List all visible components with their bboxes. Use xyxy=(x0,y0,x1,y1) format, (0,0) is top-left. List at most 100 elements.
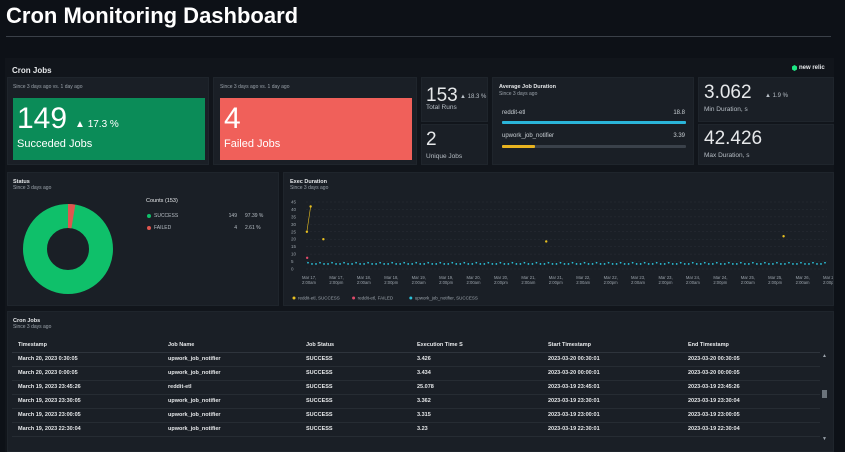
table-scrollbar[interactable] xyxy=(821,353,828,443)
succeeded-panel[interactable]: Since 3 days ago vs. 1 day ago 149 ▲ 17.… xyxy=(7,77,209,165)
data-point-upwork xyxy=(731,263,734,265)
status-legend-row[interactable]: FAILED 4 2.61 % xyxy=(147,225,272,231)
x-tick-label: Mar 23, xyxy=(658,275,672,280)
table-row[interactable]: March 19, 2023 23:00:05 upwork_job_notifi… xyxy=(12,408,820,423)
table-row[interactable]: March 19, 2023 23:45:26 reddit-etl SUCCESS… xyxy=(12,380,820,395)
data-point-upwork xyxy=(788,261,790,264)
data-point-upwork xyxy=(379,261,382,264)
data-point-upwork xyxy=(543,263,546,265)
failed-panel[interactable]: Since 3 days ago vs. 1 day ago 4 Failed … xyxy=(213,77,417,165)
failed-tile: 4 Failed Jobs xyxy=(220,98,412,160)
data-point-upwork xyxy=(443,263,446,265)
avg-duration-bar-track xyxy=(502,145,686,148)
data-point-upwork xyxy=(755,263,758,265)
status-pct: 97.39 % xyxy=(245,213,264,219)
data-point-upwork xyxy=(447,263,450,265)
data-point-upwork xyxy=(327,263,329,265)
data-point-upwork xyxy=(659,263,662,265)
data-point-upwork xyxy=(759,263,762,265)
cell-timestamp: March 19, 2023 23:30:05 xyxy=(12,394,162,409)
column-header-execution-time[interactable]: Execution Time S xyxy=(411,338,542,353)
y-tick-label: 45 xyxy=(291,200,297,205)
data-point-upwork xyxy=(435,263,438,265)
avg-duration-item-value: 18.8 xyxy=(673,110,685,116)
y-tick-label: 30 xyxy=(291,222,297,227)
data-point-upwork xyxy=(531,263,534,265)
x-tick-label: 2:00am xyxy=(741,280,755,285)
avg-duration-panel[interactable]: Average Job Duration Since 3 days ago re… xyxy=(492,77,694,165)
y-tick-label: 40 xyxy=(291,207,297,212)
avg-duration-item-value: 3.39 xyxy=(673,133,685,139)
x-tick-label: Mar 18, xyxy=(357,275,371,280)
cell-start-timestamp: 2023-03-19 23:30:01 xyxy=(542,394,682,409)
x-tick-label: Mar 24, xyxy=(713,275,727,280)
legend-dot-icon xyxy=(292,296,296,300)
table-row[interactable]: March 19, 2023 23:30:05 upwork_job_notifi… xyxy=(12,394,820,409)
table-row[interactable]: March 20, 2023 0:00:05 upwork_job_notifie… xyxy=(12,366,820,381)
table-row[interactable]: March 19, 2023 22:30:04 upwork_job_notifi… xyxy=(12,422,820,437)
data-point-upwork xyxy=(591,263,594,265)
data-point-upwork xyxy=(771,263,774,265)
data-point-upwork xyxy=(687,263,690,265)
data-point-upwork xyxy=(399,263,402,265)
scrollbar-thumb[interactable] xyxy=(822,390,827,398)
data-point-upwork xyxy=(707,263,710,265)
y-tick-label: 35 xyxy=(291,214,297,219)
data-point-upwork xyxy=(796,263,798,265)
cell-job-name: upwork_job_notifier xyxy=(162,422,300,437)
data-point-upwork xyxy=(671,263,674,265)
avg-duration-bar xyxy=(502,121,686,124)
title-divider xyxy=(6,36,831,37)
unique-jobs-panel[interactable]: 2 Unique Jobs xyxy=(421,124,488,165)
max-duration-panel[interactable]: 42.426 Max Duration, s xyxy=(698,124,834,165)
donut-slice-failed[interactable] xyxy=(23,204,113,294)
x-tick-label: Mar 20, xyxy=(467,275,481,280)
cell-end-timestamp: 2023-03-19 23:00:05 xyxy=(682,408,820,423)
column-header-timestamp[interactable]: Timestamp xyxy=(12,338,162,353)
cell-start-timestamp: 2023-03-20 00:00:01 xyxy=(542,366,682,381)
data-point-upwork xyxy=(323,263,325,265)
total-runs-panel[interactable]: 153 ▲ 18.3 % Total Runs xyxy=(421,77,488,122)
data-point-upwork xyxy=(467,263,470,265)
data-point-upwork xyxy=(719,263,722,265)
y-tick-label: 20 xyxy=(291,237,297,242)
exec-duration-panel[interactable]: Exec Duration Since 3 days ago 45 40 35 30 2… xyxy=(283,172,834,306)
data-point-upwork xyxy=(767,263,770,265)
cell-timestamp: March 19, 2023 22:30:04 xyxy=(12,422,162,437)
legend-dot-icon xyxy=(352,296,356,300)
data-point-upwork xyxy=(403,261,406,264)
data-point-upwork xyxy=(627,263,630,265)
cell-job-status: SUCCESS xyxy=(300,408,411,423)
data-point-upwork xyxy=(820,263,822,265)
column-header-job-status[interactable]: Job Status xyxy=(300,338,411,353)
data-point-upwork xyxy=(419,263,422,265)
data-point-reddit-success xyxy=(782,235,785,238)
donut-slice-success[interactable] xyxy=(23,204,113,294)
min-duration-panel[interactable]: 3.062 ▲ 1.9 % Min Duration, s xyxy=(698,77,834,122)
y-tick-label: 0 xyxy=(291,267,294,272)
data-point-upwork xyxy=(455,263,458,265)
data-point-reddit-success xyxy=(305,230,309,233)
data-point-upwork xyxy=(691,261,694,264)
scroll-down-icon[interactable]: ▼ xyxy=(822,436,827,442)
brand-label: new relic xyxy=(799,65,825,71)
x-tick-label: Mar 18, xyxy=(384,275,398,280)
status-panel[interactable]: Status Since 3 days ago Counts (153) SUC… xyxy=(7,172,279,306)
table-row[interactable]: March 20, 2023 0:30:05 upwork_job_notifie… xyxy=(12,352,820,367)
column-header-end-timestamp[interactable]: End Timestamp xyxy=(682,338,820,353)
data-point-upwork xyxy=(371,263,374,265)
x-tick-label: 2:00pm xyxy=(439,280,453,285)
data-point-upwork xyxy=(812,261,814,264)
scroll-up-icon[interactable]: ▲ xyxy=(822,353,827,359)
column-header-start-timestamp[interactable]: Start Timestamp xyxy=(542,338,682,353)
data-point-upwork xyxy=(343,261,345,264)
data-point-reddit-success xyxy=(322,238,325,241)
column-header-job-name[interactable]: Job Name xyxy=(162,338,300,353)
succeeded-delta: ▲ 17.3 % xyxy=(75,119,119,130)
status-legend-row[interactable]: SUCCESS 149 97.39 % xyxy=(147,213,272,219)
brand-logo[interactable]: new relic xyxy=(792,65,825,71)
new-relic-logo-icon xyxy=(792,65,797,71)
status-donut xyxy=(23,204,113,294)
cell-execution-time: 3.426 xyxy=(411,352,542,367)
